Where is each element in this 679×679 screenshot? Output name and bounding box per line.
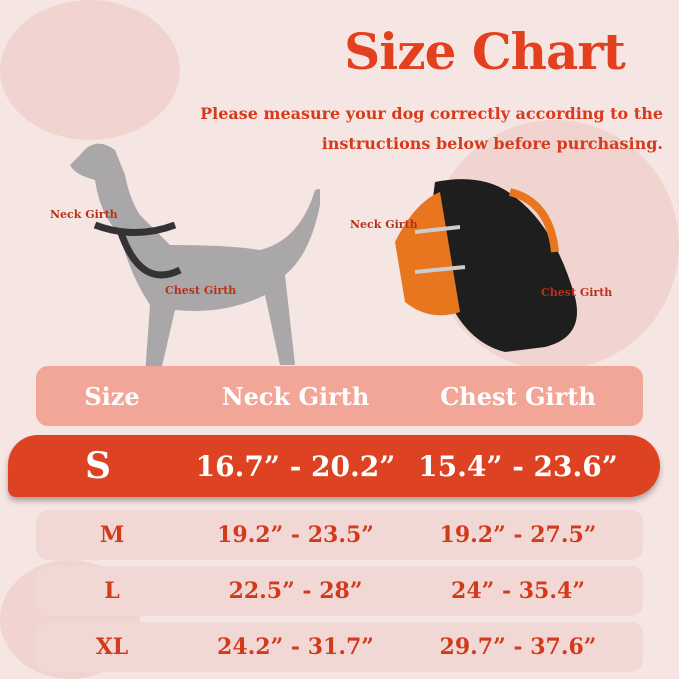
table-header-row: Size Neck Girth Chest Girth <box>36 366 643 426</box>
neck-cell: 24.2” - 31.7” <box>217 634 374 660</box>
size-cell: L <box>104 578 120 604</box>
chest-cell: 24” - 35.4” <box>451 578 585 604</box>
harness-icon <box>395 179 577 352</box>
dog-silhouette-icon <box>70 143 320 370</box>
header-neck-girth: Neck Girth <box>221 381 370 411</box>
table-row-selected: S 16.7” - 20.2” 15.4” - 23.6” <box>8 435 660 497</box>
background-shape <box>0 0 180 140</box>
dog-chest-girth-label: Chest Girth <box>165 284 237 297</box>
table-row: XL 24.2” - 31.7” 29.7” - 37.6” <box>36 622 643 672</box>
chest-cell: 15.4” - 23.6” <box>418 449 618 483</box>
neck-cell: 16.7” - 20.2” <box>195 449 396 483</box>
size-cell: M <box>99 522 125 548</box>
dog-neck-girth-label: Neck Girth <box>50 208 118 221</box>
subtitle-line-1: Please measure your dog correctly accord… <box>200 104 663 123</box>
neck-cell: 22.5” - 28” <box>228 578 363 604</box>
harness-neck-girth-label: Neck Girth <box>350 218 418 231</box>
page-title: Size Chart <box>344 22 626 81</box>
table-row: M 19.2” - 23.5” 19.2” - 27.5” <box>36 510 643 560</box>
chest-cell: 19.2” - 27.5” <box>439 522 597 548</box>
neck-cell: 19.2” - 23.5” <box>217 522 374 548</box>
size-cell: S <box>85 445 111 487</box>
header-size: Size <box>84 381 140 411</box>
harness-chest-girth-label: Chest Girth <box>541 286 613 299</box>
table-row: L 22.5” - 28” 24” - 35.4” <box>36 566 643 616</box>
size-cell: XL <box>95 634 129 660</box>
chest-cell: 29.7” - 37.6” <box>439 634 597 660</box>
header-chest-girth: Chest Girth <box>440 381 596 411</box>
subtitle-line-2: instructions below before purchasing. <box>321 134 663 153</box>
